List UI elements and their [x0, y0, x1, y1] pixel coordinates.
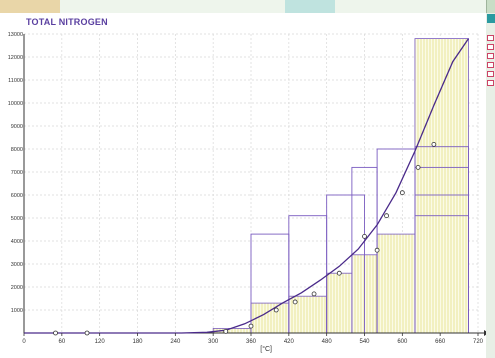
toolbar-cell[interactable] [0, 0, 61, 13]
data-point [374, 247, 380, 253]
x-tick-label: 480 [322, 339, 333, 345]
toolbar-cell[interactable] [60, 0, 196, 13]
data-point [431, 141, 437, 147]
data-point [273, 307, 279, 313]
legend-toggle-icon[interactable] [487, 53, 494, 59]
data-point [336, 270, 342, 276]
x-tick-label: 360 [246, 339, 257, 345]
chart-title: TOTAL NITROGEN [26, 17, 108, 27]
x-tick-label: 180 [132, 339, 143, 345]
data-point [248, 323, 254, 329]
y-tick-label: 10000 [8, 101, 23, 107]
x-axis-label: [°C] [260, 345, 272, 353]
legend-toggle-icon[interactable] [487, 44, 494, 50]
legend-toggle-icon[interactable] [487, 71, 494, 77]
y-tick-label: 11000 [8, 78, 23, 84]
data-point [362, 233, 367, 239]
histogram-bar [288, 295, 328, 334]
histogram-bar [326, 272, 353, 334]
toolbar-cell[interactable] [285, 0, 336, 13]
x-tick-label: 420 [284, 339, 295, 345]
y-tick-label: 2000 [11, 285, 23, 291]
chart-svg: 0 60 120 180 240 300 360 420 480 540 600 660 720 1000… [8, 32, 486, 353]
y-tick-label: 13000 [8, 32, 23, 38]
top-strip [0, 0, 495, 14]
y-tick-label: 6000 [11, 193, 23, 199]
y-tick-label: 5000 [11, 216, 23, 222]
histogram-bar [376, 233, 416, 334]
data-point [292, 299, 298, 305]
y-tick-label: 12000 [8, 55, 23, 61]
y-tick-label: 9000 [11, 124, 23, 130]
y-tick-label: 3000 [11, 262, 23, 268]
x-tick-label: 0 [22, 339, 26, 345]
y-tick-label: 7000 [11, 170, 23, 176]
x-tick-label: 240 [170, 339, 181, 345]
data-point [84, 330, 90, 336]
histogram-bar [414, 38, 469, 334]
y-tick-label: 4000 [11, 239, 23, 245]
legend-toggle-icon[interactable] [487, 35, 494, 41]
toolbar-cell[interactable] [335, 0, 487, 13]
toolbar-cell[interactable] [195, 0, 286, 13]
data-point [311, 291, 317, 297]
y-tick-label: 8000 [11, 147, 23, 153]
data-point [415, 164, 421, 170]
side-toolbar [486, 13, 495, 358]
x-axis-arrow [484, 330, 486, 336]
series-line [24, 38, 470, 334]
y-tick-label: 1000 [11, 308, 23, 314]
panel-menu-icon[interactable] [487, 14, 495, 23]
legend-toggle-icon[interactable] [487, 62, 494, 68]
data-point [384, 213, 389, 219]
x-tick-label: 300 [208, 339, 219, 345]
x-tick-label: 540 [359, 339, 370, 345]
x-tick-label: 60 [58, 339, 65, 345]
chart-panel: 0 60 120 180 240 300 360 420 480 540 600 660 720 1000… [0, 13, 487, 358]
data-point [53, 330, 58, 336]
legend-toggle-icon[interactable] [487, 80, 494, 86]
x-tick-label: 720 [473, 339, 484, 345]
x-tick-label: 120 [95, 339, 106, 345]
data-point [223, 328, 229, 334]
data-point [399, 190, 405, 196]
x-tick-label: 660 [435, 339, 446, 345]
x-tick-label: 600 [397, 339, 408, 345]
